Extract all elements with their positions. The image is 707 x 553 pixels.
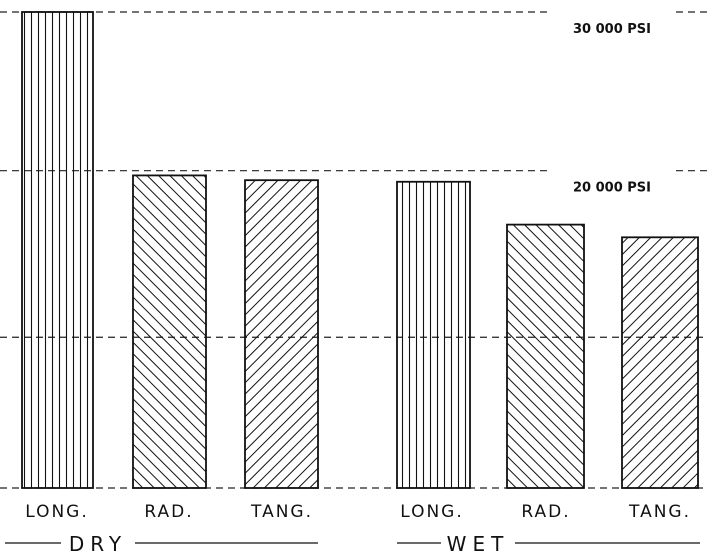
group-label: WET <box>447 532 510 553</box>
group-label: DRY <box>69 532 127 553</box>
reference-line-label: 20 000 PSI <box>573 181 651 196</box>
bars <box>21 11 699 489</box>
labels: 30 000 PSI 20 000 PSI LONG. RAD. TANG. LONG. R… <box>5 22 700 553</box>
bar-wet-rad <box>506 223 585 489</box>
bar-wet-tang <box>621 236 699 489</box>
reference-lines <box>0 11 707 489</box>
category-label: RAD. <box>521 502 570 522</box>
bar-wet-long <box>396 180 471 489</box>
bar-dry-rad <box>132 174 207 489</box>
category-label: LONG. <box>25 502 89 522</box>
reference-line-label: 30 000 PSI <box>573 22 651 37</box>
category-label: LONG. <box>400 502 464 522</box>
category-label: TANG. <box>250 502 313 522</box>
bar-dry-tang <box>244 179 319 489</box>
category-label: TANG. <box>628 502 691 522</box>
category-label: RAD. <box>144 502 193 522</box>
bar-dry-long <box>21 11 94 489</box>
